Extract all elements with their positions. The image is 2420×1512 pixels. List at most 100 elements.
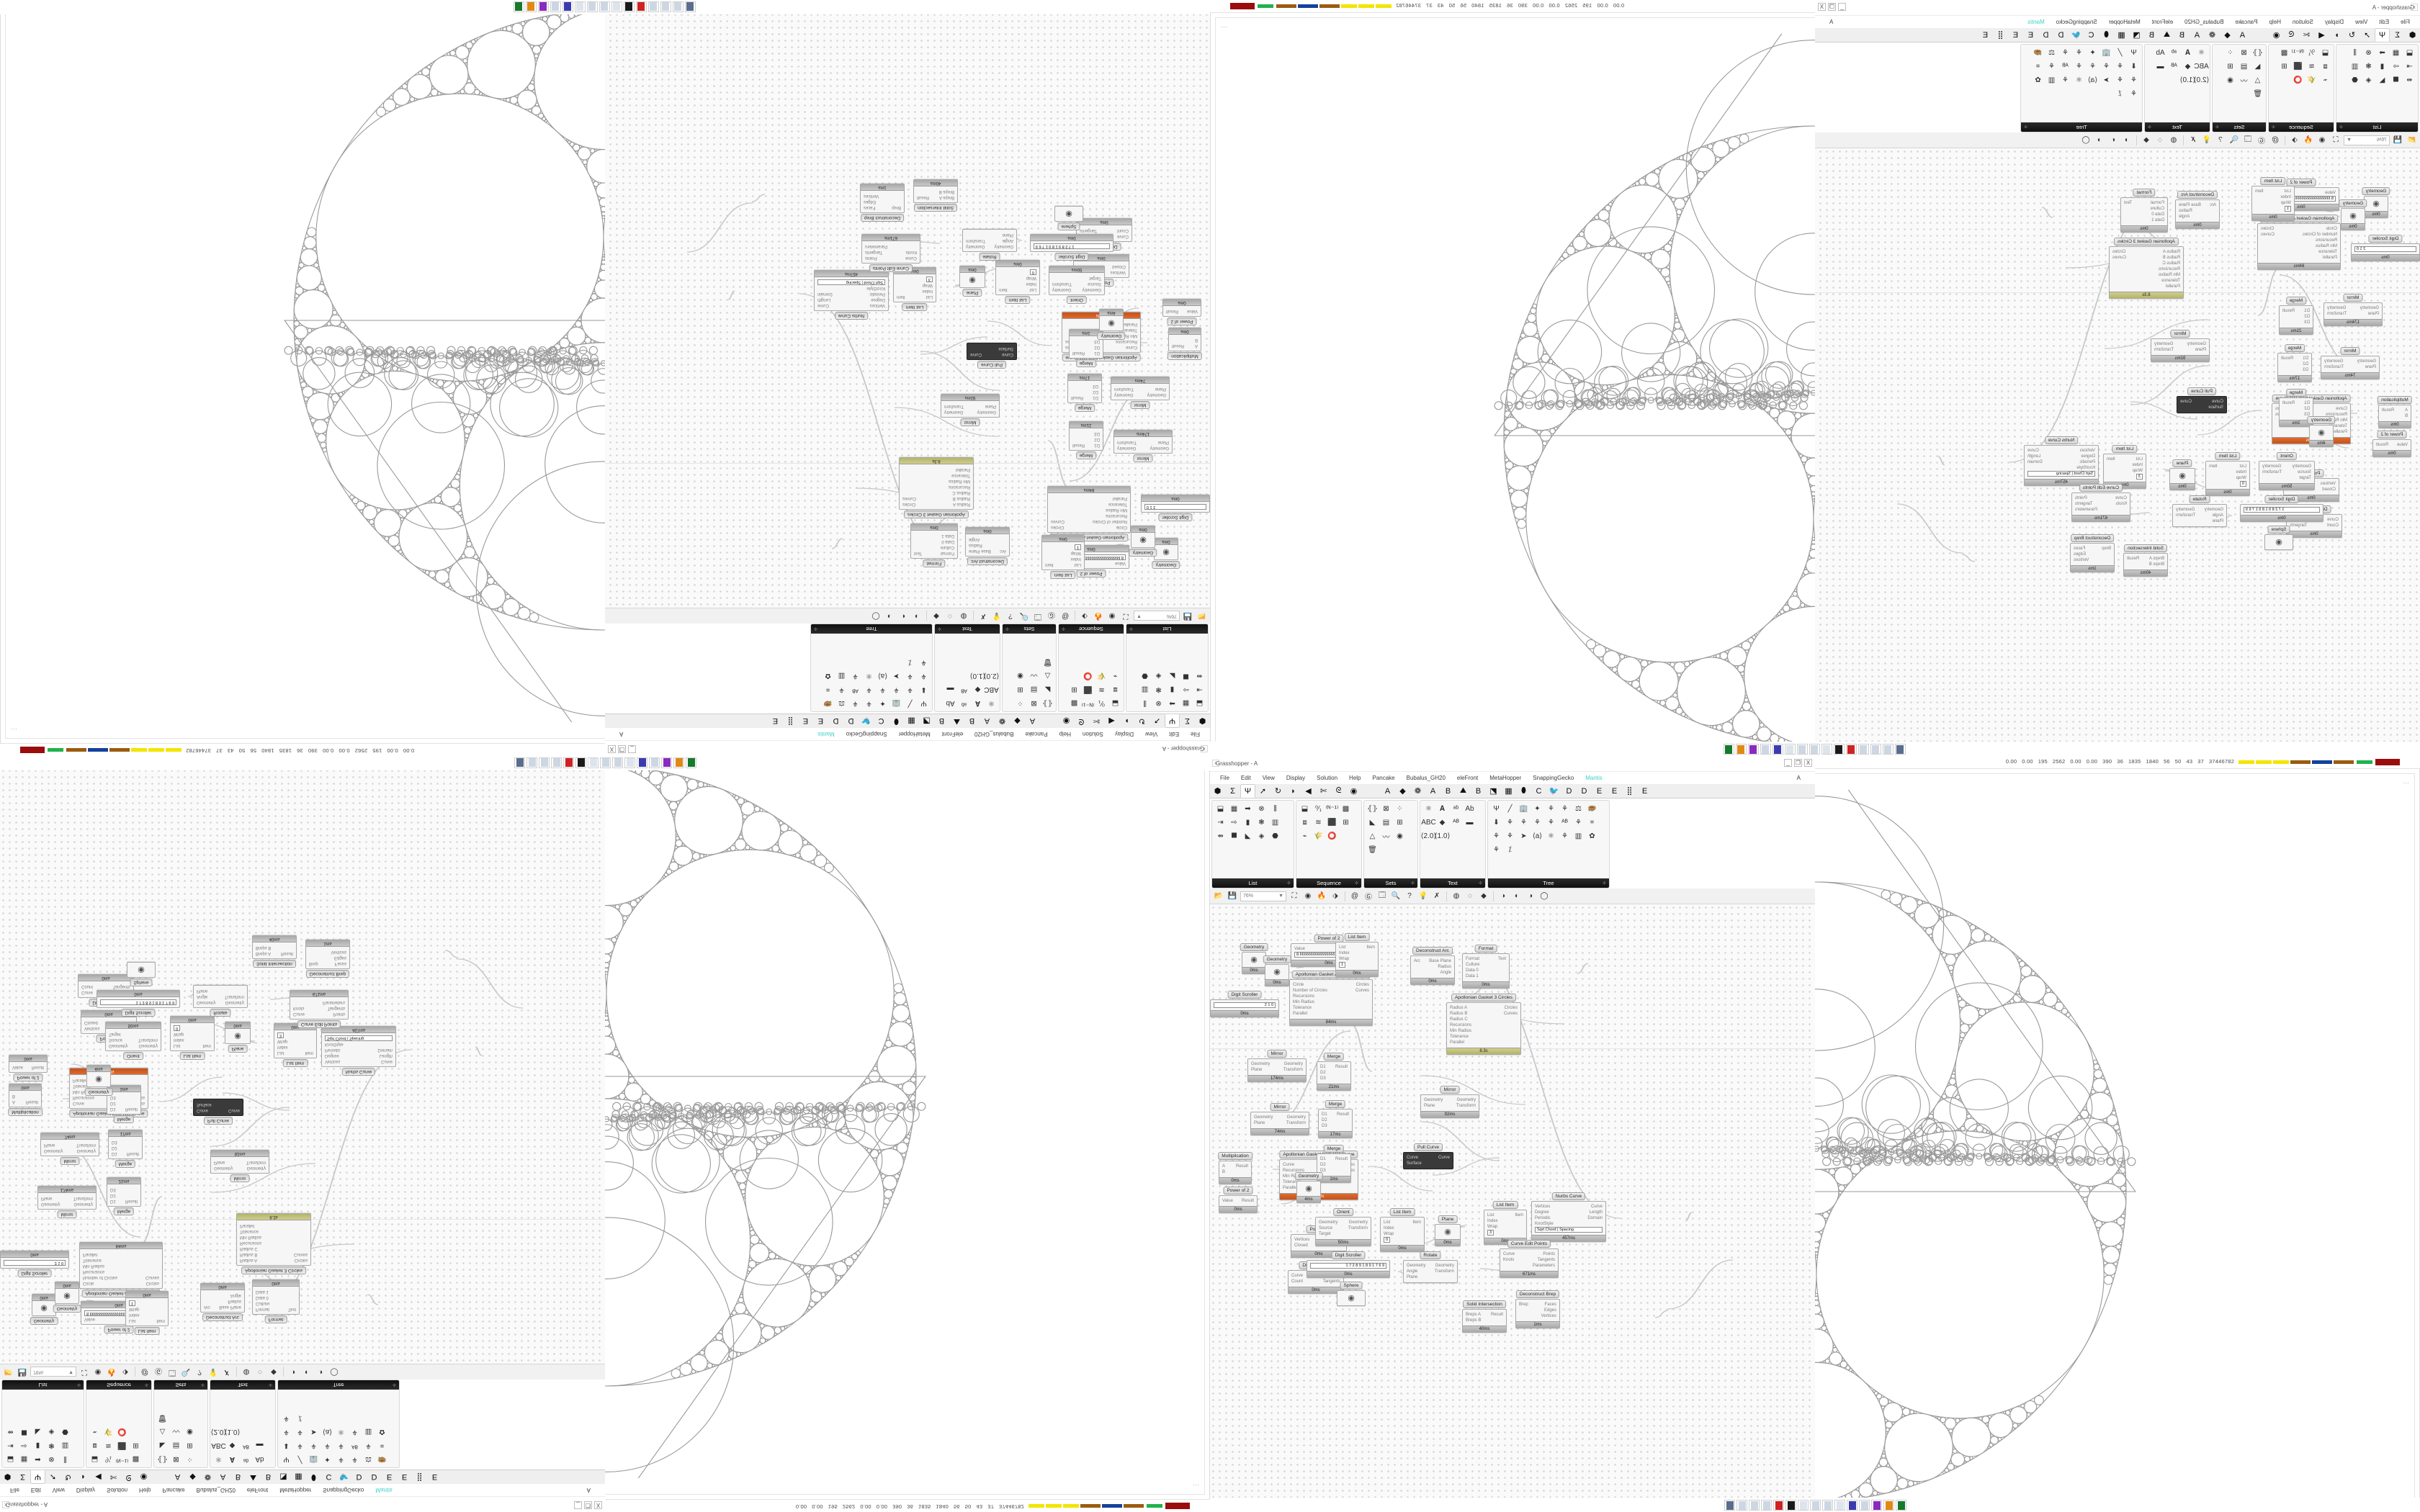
- component-icon[interactable]: ➤: [310, 1428, 317, 1436]
- gh-input-label[interactable]: D2: [1094, 345, 1100, 349]
- taskbar-doc-window-2[interactable]: [1870, 743, 1882, 755]
- component-icon[interactable]: ▩: [2280, 49, 2288, 57]
- component-icon[interactable]: ⯀: [21, 1428, 27, 1436]
- component-icon[interactable]: ⚘: [324, 1441, 331, 1449]
- gh-output-label[interactable]: Transform: [2262, 470, 2282, 474]
- gh-input-label[interactable]: Circle: [2326, 227, 2337, 231]
- component-icon[interactable]: ABC: [211, 1441, 226, 1449]
- component-icon[interactable]: Ab: [2156, 49, 2165, 57]
- gh-index-value[interactable]: 0: [1029, 269, 1036, 275]
- gh-input-label[interactable]: Vertices: [2320, 482, 2336, 486]
- close-button[interactable]: X: [608, 745, 616, 753]
- gh-input-label[interactable]: Arc: [2210, 203, 2216, 207]
- gh-component[interactable]: Merge D1 Result D2 D3 17ms: [1067, 374, 1102, 412]
- gh-index-value[interactable]: 1: [2284, 206, 2291, 212]
- gh-input-label[interactable]: Source: [1087, 282, 1101, 286]
- gh-input-label[interactable]: Geometry: [1147, 392, 1166, 397]
- save-file-icon[interactable]: 💾: [1183, 612, 1193, 620]
- mesh-tab[interactable]: ◀: [2318, 31, 2325, 40]
- component-icon[interactable]: ⦃⦄: [2252, 49, 2263, 57]
- component-icon[interactable]: ⚘: [2076, 63, 2082, 71]
- menu-item-right-a[interactable]: A: [619, 731, 624, 737]
- gh-input-label[interactable]: Data 1: [256, 1290, 269, 1294]
- menu-item-elefront[interactable]: eleFront: [2151, 19, 2174, 25]
- gh-input-label[interactable]: Plane: [2212, 519, 2223, 523]
- component-icon[interactable]: ⟨2.0⟩: [2193, 76, 2210, 84]
- gh-component[interactable]: Digit Scroller 2 1 0 0ms: [0, 1251, 69, 1277]
- gh-input-label[interactable]: Vertices: [1110, 270, 1126, 274]
- gh-input-label[interactable]: Target: [109, 1032, 121, 1036]
- component-icon[interactable]: ╱: [297, 1455, 302, 1463]
- plugin-a2-tab[interactable]: A: [2194, 30, 2200, 40]
- plugin-grid-tab[interactable]: ▦: [908, 716, 915, 725]
- maximize-button[interactable]: ❐: [584, 1501, 592, 1509]
- intersect-tab[interactable]: ✄: [2303, 31, 2311, 40]
- component-icon[interactable]: ⚘: [2062, 49, 2069, 57]
- component-icon[interactable]: ⚘: [2076, 49, 2082, 57]
- gh-input-label[interactable]: Plane: [2367, 312, 2379, 316]
- overflow-dots-icon[interactable]: ⋯: [1193, 1482, 1200, 1489]
- profile-orange-icon[interactable]: ◑: [2097, 136, 2102, 144]
- menu-item-file[interactable]: File: [10, 1487, 19, 1493]
- gh-input-label[interactable]: Data 1: [941, 534, 954, 538]
- menu-item-edit[interactable]: Edit: [1169, 731, 1180, 737]
- gh-output-label[interactable]: Transform: [1052, 282, 1072, 286]
- gh-component[interactable]: Sphere ◉: [127, 962, 156, 986]
- document-icon[interactable]: 🗔: [168, 1369, 176, 1377]
- gh-input-label[interactable]: D3: [112, 1140, 117, 1144]
- gh-input-label[interactable]: Min Radius: [948, 479, 970, 483]
- gh-input-label[interactable]: Breps B: [938, 189, 954, 194]
- gh-component[interactable]: Deconstruct Brep Brep Faces Edges Vertices 1m…: [2070, 534, 2115, 572]
- component-icon[interactable]: ⊞: [1017, 685, 1023, 693]
- menu-item-help[interactable]: Help: [1059, 731, 1071, 737]
- gh-input-label[interactable]: Format: [256, 1307, 270, 1311]
- component-icon[interactable]: ⚘: [297, 1428, 303, 1436]
- component-icon[interactable]: ╱: [2118, 49, 2123, 57]
- gh-input-label[interactable]: Wrap: [1026, 276, 1036, 280]
- component-icon[interactable]: ⚘: [852, 672, 859, 680]
- gh-component[interactable]: Digit Scroller 1 7 2 8 9 1 8 9 1 7 6 9 0ms: [2240, 495, 2323, 522]
- component-icon[interactable]: ▥: [1141, 685, 1149, 693]
- gh-output-label[interactable]: Angle: [230, 1293, 241, 1297]
- plugin-d-tab[interactable]: D: [356, 1472, 362, 1482]
- gh-input-label[interactable]: Breps B: [2148, 562, 2164, 567]
- component-icon[interactable]: ◣: [35, 1428, 41, 1436]
- gh-input-label[interactable]: Periodic: [2079, 460, 2095, 464]
- plugin-d-tab[interactable]: D: [2058, 30, 2064, 40]
- gh-input-label[interactable]: Value: [1187, 309, 1198, 313]
- gh-input-label[interactable]: Plane: [41, 1196, 53, 1200]
- gh-component[interactable]: Digit Scroller 2 1 0 0ms: [1141, 495, 1210, 521]
- component-icon[interactable]: ⁰⁄₁: [1098, 699, 1106, 707]
- component-icon[interactable]: ⦃⦄: [1042, 699, 1053, 707]
- component-icon[interactable]: ⚛: [988, 699, 995, 707]
- taskbar-green-terminal-app[interactable]: [514, 1, 525, 13]
- gh-output-label[interactable]: Transform: [2324, 365, 2344, 369]
- gh-input-label[interactable]: Data 0: [941, 539, 954, 544]
- gh-input-label[interactable]: D1: [2303, 356, 2308, 361]
- params-tab[interactable]: ⬢: [1198, 716, 1206, 725]
- plugin-shield-tab[interactable]: ⬔: [923, 716, 931, 725]
- menu-item-help[interactable]: Help: [2269, 19, 2281, 25]
- layer-color-swatch[interactable]: [1230, 3, 1255, 9]
- gh-output-label[interactable]: Result: [25, 1099, 38, 1104]
- gh-input-label[interactable]: Target: [2299, 476, 2311, 480]
- gh-output-label[interactable]: Transform: [73, 1196, 93, 1200]
- gh-input-label[interactable]: Tolerance: [2318, 250, 2337, 254]
- gh-input-label[interactable]: List: [129, 1318, 136, 1323]
- gh-output-label[interactable]: Points: [865, 256, 877, 260]
- component-icon[interactable]: Ab: [946, 699, 955, 707]
- gh-component[interactable]: Apollonian Gasket 3 Circles Radius A Circl…: [899, 457, 974, 518]
- gh-output-label[interactable]: Geometry: [225, 1000, 244, 1004]
- ribbon-expand-icon[interactable]: ⊹: [2024, 125, 2028, 130]
- plugin-bird-tab[interactable]: 🐦: [2071, 31, 2081, 40]
- gh-output-label[interactable]: Domain: [2027, 460, 2043, 464]
- component-icon[interactable]: ✿: [825, 672, 831, 680]
- shade-black-icon[interactable]: ◍: [960, 612, 967, 620]
- gh-input-label[interactable]: Parallel: [2322, 256, 2337, 260]
- gh-output-label[interactable]: Transform: [76, 1143, 96, 1147]
- component-icon[interactable]: ▦: [20, 1455, 28, 1463]
- gh-input-label[interactable]: Tolerance: [83, 1258, 102, 1262]
- component-icon[interactable]: ⟨1.0⟩: [224, 1428, 241, 1436]
- component-icon[interactable]: ⚘: [866, 699, 872, 707]
- overflow-dots-icon[interactable]: ⋯: [10, 726, 17, 733]
